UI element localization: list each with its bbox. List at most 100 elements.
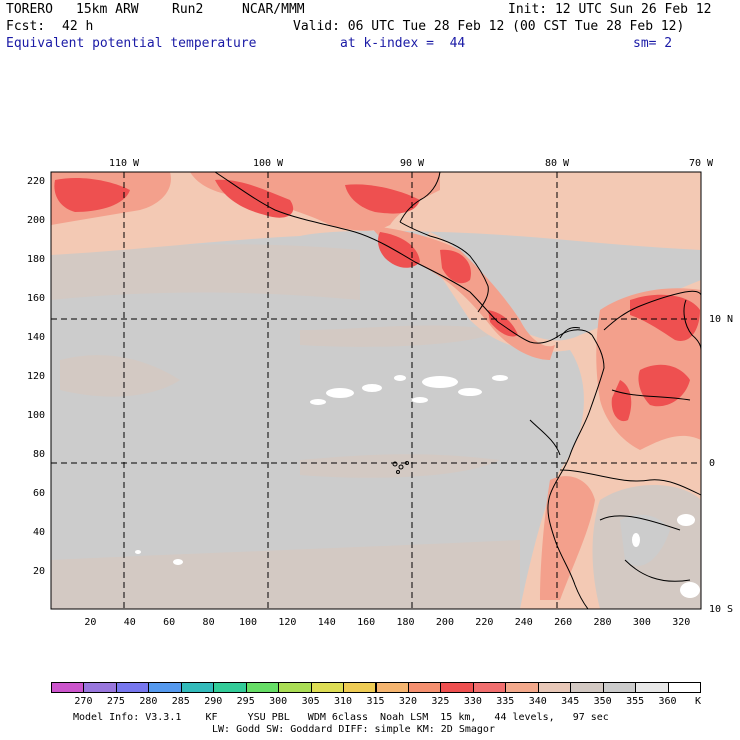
colorbar-swatch [213,682,247,693]
x-tick-label: 60 [163,617,175,628]
colorbar-swatch [310,682,345,693]
red-patch-costa-rica [488,310,518,337]
colorbar-swatch [635,682,669,693]
map-frame [50,171,702,610]
y-tick-label: 120 [27,371,45,382]
y-tick-label: 80 [33,449,45,460]
x-tick-label: 200 [436,617,454,628]
x-tick-label: 220 [475,617,493,628]
lon-label: 70 W [689,158,714,169]
colorbar-swatch [505,682,539,693]
colorbar-swatch [51,682,85,693]
colorbar-label: 345 [561,696,580,707]
red-patch-venezuela [630,294,700,341]
x-grid-ticks: 20 40 60 80 100 120 140 160 180 200 220 240 260 280 30… [84,617,690,628]
colorbar-swatch [343,682,377,693]
x-tick-label: 180 [397,617,415,628]
y-tick-label: 40 [33,527,45,538]
tan-patch-center [300,325,500,347]
longitude-labels: 110 W 100 W 90 W 80 W 70 W [109,158,714,169]
x-tick-label: 120 [278,617,296,628]
colorbar-swatch [375,682,409,693]
org-label: NCAR/MMM [242,2,305,17]
smoothing-info: sm= 2 [633,36,673,51]
colorbar-swatch [245,682,280,693]
colorbar-label: 305 [301,696,320,707]
forecast-hour: 42 h [62,19,94,34]
x-tick-label: 160 [357,617,375,628]
salmon-peru-coast [540,476,595,600]
colorbar-swatch [602,682,637,693]
red-patch-mexico-south [345,184,420,214]
x-tick-label: 280 [593,617,611,628]
y-grid-ticks: 220 200 180 160 140 120 100 80 60 40 20 [27,176,45,577]
colorbar-swatch [537,682,572,693]
colorbar-label: 340 [528,696,547,707]
y-tick-label: 140 [27,332,45,343]
y-tick-label: 200 [27,215,45,226]
model-info-line2: LW: Godd SW: Goddard DIFF: simple KM: 2D… [212,724,495,735]
colorbar-unit: K [694,696,702,707]
colorbar-label: 355 [626,696,645,707]
y-tick-label: 20 [33,566,45,577]
colorbar-label: 275 [106,696,125,707]
x-tick-label: 80 [203,617,215,628]
colorbar-swatch [407,682,442,693]
colorbar-label: 310 [334,696,353,707]
colorbar-label: 290 [204,696,223,707]
x-tick-label: 40 [124,617,136,628]
colorbar-swatch [472,682,507,693]
colorbar-swatch [180,682,215,693]
tan-patch-galapagos [300,454,500,478]
lon-label: 100 W [253,158,284,169]
theta-e-field [51,172,701,609]
colorbar-label: 360 [658,696,677,707]
colorbar-label: 285 [171,696,190,707]
colorbar-swatch [440,682,474,693]
lat-label: 10 S [709,604,733,615]
grey-patch-inland [620,514,670,566]
valid-time: Valid: 06 UTC Tue 28 Feb 12 (00 CST Tue … [293,19,685,34]
x-tick-label: 20 [84,617,96,628]
coastlines [214,172,701,609]
red-patch-colombia-west [611,380,632,422]
y-tick-label: 100 [27,410,45,421]
colorbar-label: 350 [593,696,612,707]
level-info: at k-index = 44 [340,36,466,51]
colorbar-label: 325 [431,696,450,707]
model-info-line1: Model Info: V3.3.1 KF YSU PBL WDM 6class… [73,712,609,723]
tan-band-north [51,244,360,300]
x-tick-label: 140 [318,617,336,628]
x-tick-label: 240 [515,617,533,628]
colorbar-label: 335 [496,696,515,707]
colorbar-label: 320 [398,696,417,707]
colorbar-swatch [278,682,312,693]
lat-label: 0 [709,458,715,469]
tan-band-south [51,540,520,609]
model-resolution: 15km ARW [76,2,139,17]
red-patch-mexico-west [215,179,294,218]
model-name: TORERO [6,2,53,17]
colorbar-label: 315 [366,696,385,707]
x-tick-label: 100 [239,617,257,628]
lon-label: 90 W [400,158,425,169]
x-tick-label: 300 [633,617,651,628]
colorbar-swatch [148,682,182,693]
y-tick-label: 220 [27,176,45,187]
forecast-label: Fcst: [6,19,46,34]
colorbar-label: 280 [139,696,158,707]
colorbar-swatch [83,682,117,693]
latitude-labels: 10 N 0 10 S [709,314,733,615]
lon-label: 80 W [545,158,570,169]
init-time: Init: 12 UTC Sun 26 Feb 12 [508,2,712,17]
lon-label: 110 W [109,158,140,169]
y-tick-label: 160 [27,293,45,304]
graticule [51,172,701,609]
x-tick-label: 320 [672,617,690,628]
red-patch-honduras [440,249,471,284]
run-label: Run2 [172,2,204,17]
colorbar-label: 300 [269,696,288,707]
colorbar-label: 330 [463,696,482,707]
white-patches [135,375,700,598]
